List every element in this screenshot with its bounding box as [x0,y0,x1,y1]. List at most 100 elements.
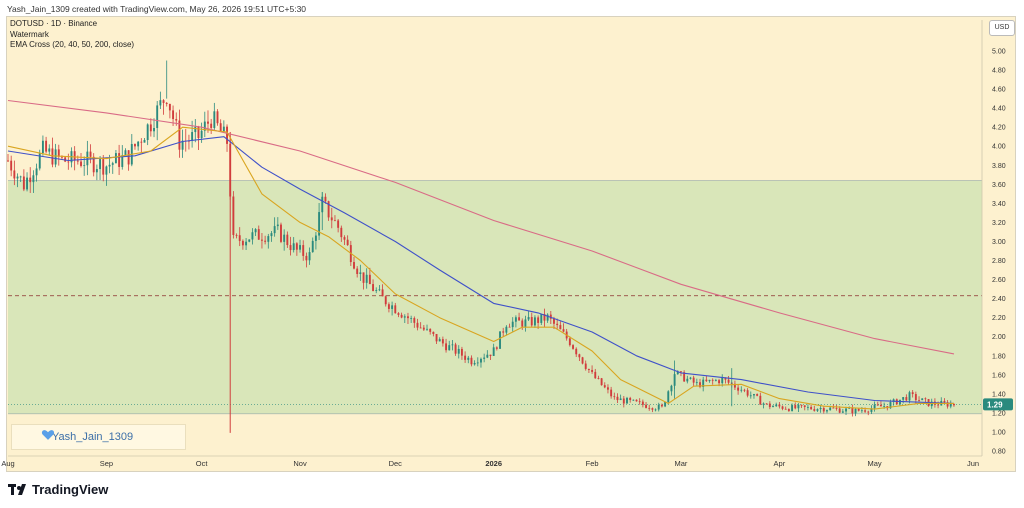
candle-body [568,338,571,346]
candle-body [867,411,870,413]
candle-body [114,153,117,164]
candle-body [645,404,647,408]
candle-body [222,126,225,132]
candle-body [832,407,835,409]
x-tick-label: Nov [293,459,307,468]
y-tick-label: 3.60 [992,182,1006,189]
candle-body [362,272,365,283]
y-tick-label: 4.60 [992,87,1006,94]
candle-body [705,379,708,382]
candle-body [35,168,38,176]
candle-body [743,389,746,391]
candle-body [302,245,305,256]
candle-body [899,399,901,405]
candle-body [238,235,241,241]
candle-body [241,240,244,246]
candle-body [327,201,330,218]
candle-body [524,319,527,327]
candle-body [835,408,838,409]
candle-body [889,402,892,409]
candle-body [105,166,108,175]
x-tick-label: Aug [1,459,14,468]
candle-body [914,394,917,401]
candle-body [73,151,76,161]
candle-body [311,240,314,253]
candle-body [216,111,219,124]
candle-body [737,387,740,391]
candle-body [286,234,289,246]
y-tick-label: 1.40 [992,391,1006,398]
candle-body [381,289,384,297]
x-tick-label: Mar [674,459,687,468]
candle-body [83,165,86,167]
x-tick-label: 2026 [485,459,502,468]
x-tick-label: May [868,459,882,468]
candle-body [765,403,768,405]
candle-body [283,234,286,242]
candle-body [257,229,260,240]
candle-body [521,320,524,327]
candle-body [80,161,82,166]
candle-body [911,392,914,395]
y-tick-label: 1.80 [992,353,1006,360]
candle-body [467,357,470,360]
candle-body [483,357,486,359]
candle-body [232,196,235,235]
candle-body [289,245,292,251]
x-tick-label: Apr [774,459,786,468]
candle-body [829,407,832,411]
candle-body [435,333,438,342]
candle-body [384,296,387,305]
candle-body [632,399,635,401]
candle-body [200,130,203,139]
candle-body [533,317,536,326]
candle-body [476,362,479,364]
candle-body [753,394,755,396]
legend-watermark: Watermark [10,29,49,39]
y-tick-label: 1.00 [992,429,1006,436]
candle-body [10,160,13,171]
candle-body [153,128,155,132]
candle-body [140,141,143,143]
candle-body [353,262,355,269]
candle-body [295,243,298,250]
candle-body [86,151,89,166]
candle-body [575,348,578,355]
candle-body [949,403,952,407]
candle-body [343,237,346,240]
candle-body [543,314,546,321]
candle-body [460,348,463,356]
candle-body [172,110,175,120]
candle-body [537,317,540,323]
candle-body [851,407,854,414]
candle-body [346,239,349,246]
candle-body [860,410,863,412]
candle-body [473,363,476,365]
candle-body [95,169,98,173]
candle-body [334,220,336,222]
candle-body [708,379,711,382]
y-tick-label: 1.20 [992,410,1006,417]
candle-body [324,196,327,202]
candle-body [502,331,505,333]
candle-body [248,239,251,242]
candle-body [918,400,920,401]
candle-body [787,409,790,411]
candle-body [695,382,698,384]
candle-body [813,409,816,411]
candle-body [584,363,587,369]
candle-body [651,408,654,410]
candle-body [330,217,333,221]
candle-body [505,326,508,333]
candle-body [159,100,162,106]
currency-button[interactable]: USD [989,20,1015,36]
candle-body [454,344,457,354]
candle-body [359,272,362,274]
tradingview-brand[interactable]: TradingView [32,482,109,497]
candle-body [495,347,498,349]
candle-body [616,396,619,401]
candle-body [908,392,911,401]
candle-body [48,148,51,152]
candle-body [553,318,555,324]
